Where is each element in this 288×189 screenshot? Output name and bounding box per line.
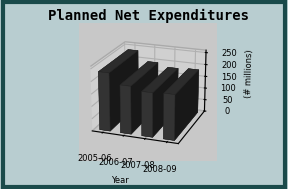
Title: Planned Net Expenditures: Planned Net Expenditures xyxy=(48,9,249,23)
X-axis label: Year: Year xyxy=(111,176,129,185)
